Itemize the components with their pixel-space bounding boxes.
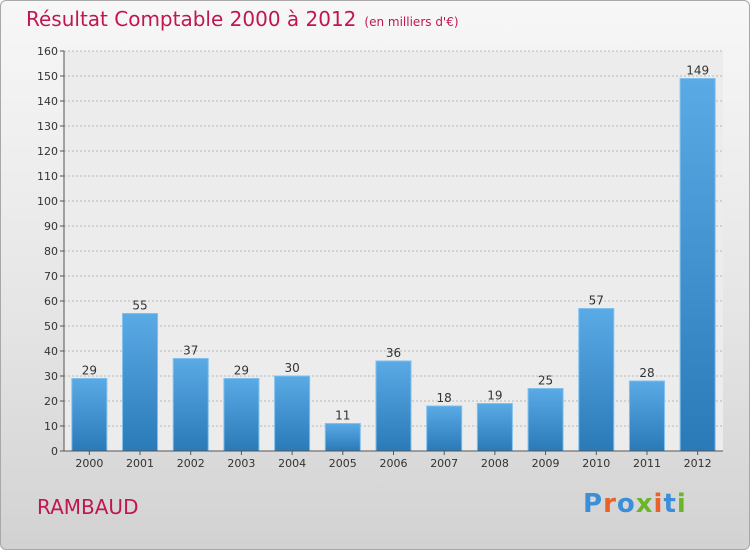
y-tick-label: 100 <box>37 195 58 208</box>
bar-value-label: 25 <box>538 374 553 388</box>
x-tick-label: 2000 <box>75 457 103 470</box>
bar-value-label: 19 <box>487 389 502 403</box>
x-tick-label: 2011 <box>633 457 661 470</box>
bar <box>426 405 463 452</box>
x-tick-label: 2005 <box>329 457 357 470</box>
bar <box>324 423 361 452</box>
bar <box>122 313 159 452</box>
bar <box>223 378 260 452</box>
logo-letter: i <box>653 489 664 519</box>
bar-value-label: 149 <box>686 64 709 78</box>
bar <box>679 78 716 452</box>
logo-letter: x <box>635 489 654 519</box>
y-tick-label: 30 <box>44 370 58 383</box>
y-tick-label: 10 <box>44 420 58 433</box>
logo-letter: o <box>616 489 636 519</box>
x-tick-label: 2009 <box>532 457 560 470</box>
chart-unit: (en milliers d'€) <box>364 15 459 29</box>
y-tick-label: 40 <box>44 345 58 358</box>
y-tick-label: 160 <box>37 45 58 58</box>
y-tick-label: 90 <box>44 220 58 233</box>
bar <box>578 308 615 452</box>
y-tick-label: 110 <box>37 170 58 183</box>
x-tick-label: 2012 <box>684 457 712 470</box>
bar <box>71 378 108 452</box>
bar <box>628 380 665 452</box>
bar-value-label: 37 <box>183 344 198 358</box>
x-tick-label: 2007 <box>430 457 458 470</box>
y-tick-label: 20 <box>44 395 58 408</box>
bar-value-label: 57 <box>589 294 604 308</box>
bar-value-label: 55 <box>132 299 147 313</box>
proxiti-logo: Proxiti <box>583 489 687 519</box>
y-tick-label: 70 <box>44 270 58 283</box>
logo-letter: t <box>663 489 677 519</box>
x-tick-label: 2001 <box>126 457 154 470</box>
chart-title-text: Résultat Comptable 2000 à 2012 <box>26 7 357 31</box>
logo-letter: i <box>676 489 687 519</box>
bar-value-label: 28 <box>639 366 654 380</box>
y-tick-label: 60 <box>44 295 58 308</box>
y-tick-label: 80 <box>44 245 58 258</box>
bars-group: 29 55 37 29 30 11 36 18 19 25 57 28 149 <box>71 64 716 452</box>
x-tick-label: 2008 <box>481 457 509 470</box>
bar-value-label: 18 <box>437 391 452 405</box>
bar <box>527 388 564 452</box>
chart-title: Résultat Comptable 2000 à 2012 (en millie… <box>26 7 459 31</box>
bar-value-label: 11 <box>335 409 350 423</box>
logo-letter: r <box>603 489 617 519</box>
y-tick-label: 140 <box>37 95 58 108</box>
bar-value-label: 29 <box>234 364 249 378</box>
bar-value-label: 29 <box>82 364 97 378</box>
y-tick-label: 150 <box>37 70 58 83</box>
y-tick-label: 130 <box>37 120 58 133</box>
y-tick-label: 50 <box>44 320 58 333</box>
bar <box>375 360 412 452</box>
place-name: RAMBAUD <box>37 495 139 519</box>
bar <box>476 403 513 452</box>
logo-letter: P <box>583 489 604 519</box>
x-tick-label: 2002 <box>177 457 205 470</box>
bar-value-label: 30 <box>284 361 299 375</box>
y-tick-label: 0 <box>51 445 58 458</box>
axes: 0 10 20 30 40 50 60 70 80 90 100 110 120 130 140 150 160… <box>37 45 723 470</box>
bar-value-label: 36 <box>386 346 401 360</box>
x-tick-label: 2003 <box>227 457 255 470</box>
x-tick-label: 2010 <box>582 457 610 470</box>
y-tick-label: 120 <box>37 145 58 158</box>
x-tick-label: 2004 <box>278 457 306 470</box>
x-tick-label: 2006 <box>380 457 408 470</box>
bar <box>274 375 311 452</box>
bar <box>172 358 209 452</box>
